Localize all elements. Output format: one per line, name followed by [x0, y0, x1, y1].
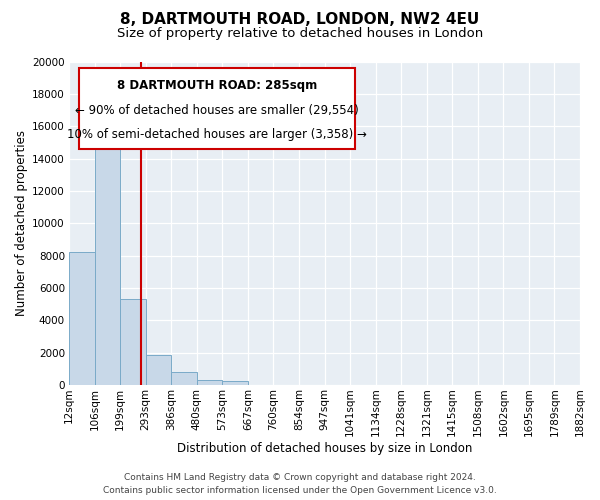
Y-axis label: Number of detached properties: Number of detached properties: [15, 130, 28, 316]
Text: 8, DARTMOUTH ROAD, LONDON, NW2 4EU: 8, DARTMOUTH ROAD, LONDON, NW2 4EU: [121, 12, 479, 28]
Bar: [171, 372, 197, 385]
Bar: [69, 252, 95, 385]
Bar: [120, 299, 146, 385]
Bar: [146, 355, 171, 385]
Text: ← 90% of detached houses are smaller (29,554): ← 90% of detached houses are smaller (29…: [76, 104, 359, 117]
X-axis label: Distribution of detached houses by size in London: Distribution of detached houses by size …: [177, 442, 472, 455]
Text: Contains HM Land Registry data © Crown copyright and database right 2024.
Contai: Contains HM Land Registry data © Crown c…: [103, 474, 497, 495]
Bar: [197, 380, 223, 385]
Text: 8 DARTMOUTH ROAD: 285sqm: 8 DARTMOUTH ROAD: 285sqm: [117, 80, 317, 92]
Bar: [223, 381, 248, 385]
Text: 10% of semi-detached houses are larger (3,358) →: 10% of semi-detached houses are larger (…: [67, 128, 367, 141]
FancyBboxPatch shape: [79, 68, 355, 149]
Bar: [95, 116, 120, 385]
Text: Size of property relative to detached houses in London: Size of property relative to detached ho…: [117, 28, 483, 40]
